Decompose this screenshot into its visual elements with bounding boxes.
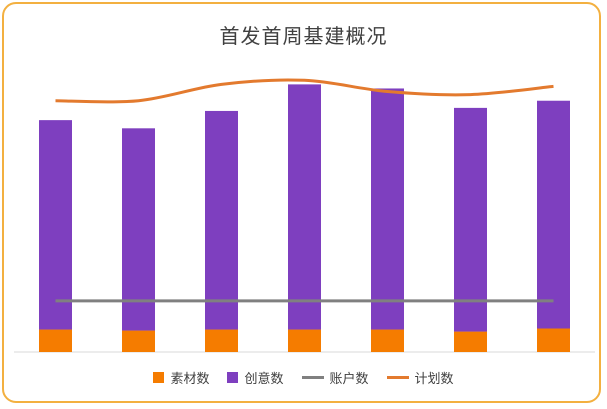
legend-label-plans: 计划数 <box>414 372 454 387</box>
bar-materials-7 <box>537 328 570 352</box>
bar-materials-4 <box>288 329 321 352</box>
bar-creatives-4 <box>288 84 321 330</box>
bar-creatives-6 <box>454 107 487 332</box>
bar-materials-3 <box>205 329 238 352</box>
bar-creatives-7 <box>537 100 570 329</box>
legend-label-materials: 素材数 <box>170 372 210 387</box>
legend-item-creatives: 创意数 <box>227 368 284 387</box>
legend-item-plans: 计划数 <box>386 368 454 387</box>
bar-creatives-3 <box>205 110 238 330</box>
bar-materials-1 <box>39 329 72 352</box>
bar-creatives-2 <box>122 128 155 331</box>
legend-swatch-materials <box>153 372 165 383</box>
legend-swatch-creatives <box>227 372 239 383</box>
bar-creatives-5 <box>371 88 404 330</box>
bar-creatives-1 <box>39 120 72 330</box>
legend-swatch-accounts <box>301 376 324 379</box>
chart-title: 首发首周基建概况 <box>219 24 388 48</box>
legend-swatch-plans <box>386 376 409 379</box>
legend-item-accounts: 账户数 <box>301 368 369 387</box>
bar-materials-6 <box>454 331 487 352</box>
line-plans <box>55 78 554 104</box>
chart-legend: 素材数 创意数 账户数 计划数 <box>0 368 607 387</box>
bar-materials-2 <box>122 330 155 352</box>
legend-item-materials: 素材数 <box>153 368 209 387</box>
legend-label-accounts: 账户数 <box>329 372 369 387</box>
legend-label-creatives: 创意数 <box>244 372 284 387</box>
bar-materials-5 <box>371 329 404 352</box>
